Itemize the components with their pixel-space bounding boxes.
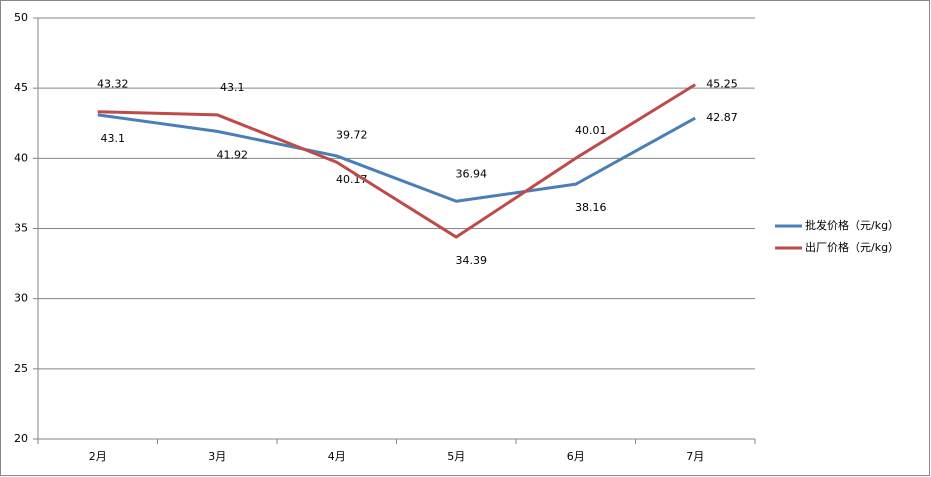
legend-label: 出厂价格（元/kg）: [805, 240, 899, 254]
y-tick-label: 45: [14, 81, 28, 94]
data-label: 36.94: [456, 167, 488, 180]
y-tick-label: 30: [14, 292, 28, 305]
y-tick-label: 50: [14, 11, 28, 24]
x-tick-label: 3月: [208, 450, 226, 463]
data-label: 39.72: [336, 128, 368, 141]
legend-label: 批发价格（元/kg）: [805, 218, 899, 232]
data-label: 43.32: [97, 78, 129, 91]
y-tick-label: 35: [14, 222, 28, 235]
data-label: 34.39: [456, 254, 488, 267]
data-label: 45.25: [706, 78, 738, 91]
data-label: 38.16: [575, 201, 607, 214]
data-label: 41.92: [217, 148, 249, 161]
series-line: [97, 83, 697, 239]
x-tick-label: 7月: [686, 450, 704, 463]
x-tick-label: 5月: [447, 450, 465, 463]
y-tick-label: 40: [14, 151, 28, 164]
y-tick-label: 20: [14, 432, 28, 445]
data-label: 43.1: [220, 81, 245, 94]
x-tick-label: 6月: [567, 450, 585, 463]
data-label: 40.01: [575, 124, 607, 137]
x-tick-label: 4月: [328, 450, 346, 463]
data-label: 42.87: [706, 111, 738, 124]
x-tick-label: 2月: [89, 450, 107, 463]
y-tick-label: 25: [14, 362, 28, 375]
data-label: 43.1: [101, 132, 126, 145]
series-line: [97, 113, 696, 203]
